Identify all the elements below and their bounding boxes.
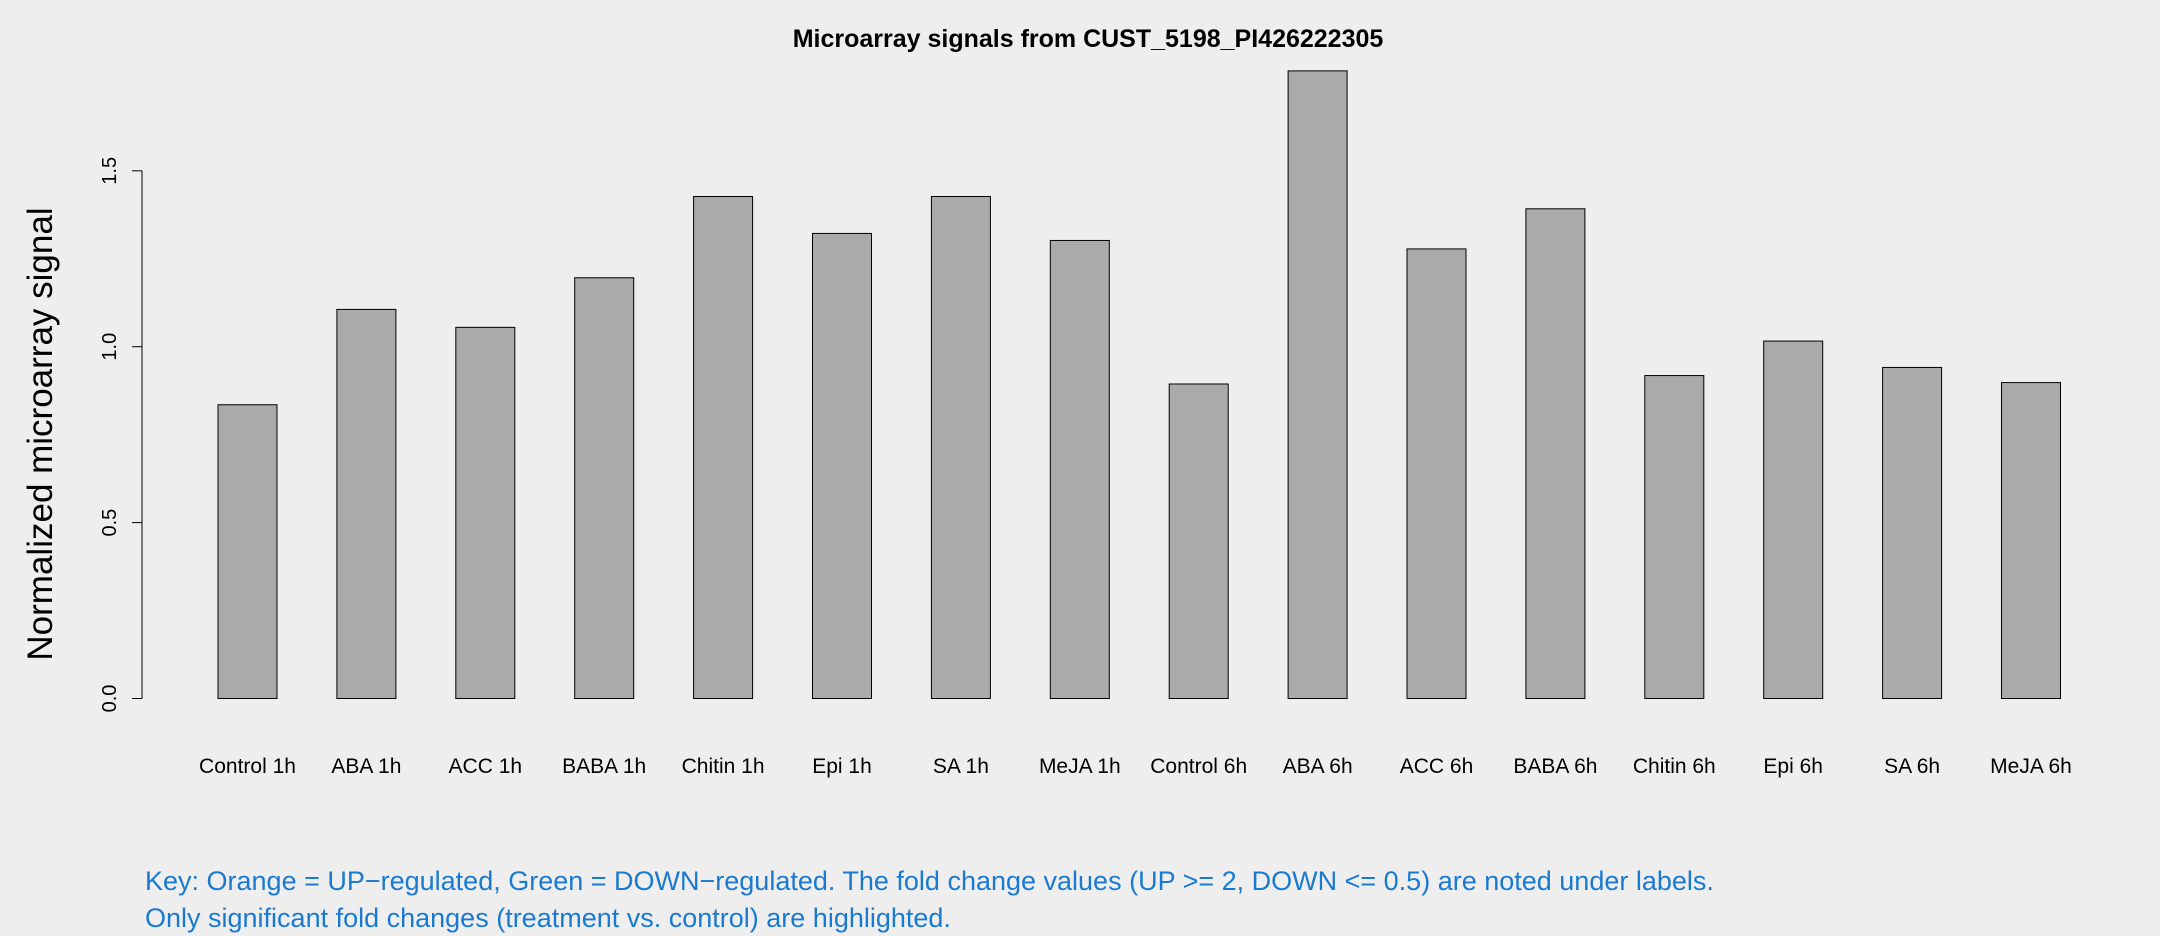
x-tick-labels: Control 1h ABA 1h ACC 1h BABA 1h Chitin 1h Ep…: [199, 755, 2072, 778]
y-tick-label: 0.5: [99, 509, 121, 537]
x-tick-label: Chitin 1h: [682, 755, 765, 778]
y-tick-label: 0.0: [99, 685, 121, 713]
x-tick-label: ACC 1h: [449, 755, 523, 778]
x-tick-label: ABA 6h: [1283, 755, 1353, 778]
bar: [1287, 70, 1348, 700]
chart-title: Microarray signals from CUST_5198_PI4262…: [793, 25, 1384, 53]
bar: [1882, 366, 1943, 699]
key-line-1: Key: Orange = UP−regulated, Green = DOWN…: [145, 866, 1714, 896]
bar: [1406, 248, 1467, 699]
bar: [455, 326, 516, 699]
x-tick-label: BABA 1h: [562, 755, 646, 778]
y-tick-label: 1.5: [99, 157, 121, 185]
bar: [812, 232, 872, 699]
bar: [217, 404, 278, 699]
x-tick-label: Control 1h: [199, 755, 296, 778]
bars: [217, 70, 2061, 700]
bar: [1049, 239, 1110, 700]
y-axis-label: Normalized microarray signal: [21, 207, 60, 660]
x-tick-label: Control 6h: [1150, 755, 1247, 778]
bar: [1763, 340, 1824, 699]
bar: [1525, 208, 1586, 699]
x-tick-label: MeJA 1h: [1039, 755, 1121, 778]
x-tick-label: Epi 6h: [1763, 755, 1823, 778]
key-line-2: Only significant fold changes (treatment…: [145, 903, 951, 933]
bar: [1168, 383, 1229, 699]
x-tick-label: ABA 1h: [331, 755, 401, 778]
x-tick-label: SA 1h: [933, 755, 989, 778]
bar: [336, 308, 397, 699]
x-tick-label: MeJA 6h: [1990, 755, 2072, 778]
bar: [574, 277, 635, 699]
x-tick-label: ACC 6h: [1400, 755, 1474, 778]
bar: [1644, 375, 1705, 699]
x-tick-label: SA 6h: [1884, 755, 1940, 778]
x-tick-label: BABA 6h: [1513, 755, 1597, 778]
x-tick-label: Epi 1h: [812, 755, 872, 778]
y-tick-label: 1.0: [99, 333, 121, 361]
bar: [2001, 382, 2061, 699]
bar: [930, 195, 991, 699]
bar: [693, 195, 754, 699]
x-tick-label: Chitin 6h: [1633, 755, 1716, 778]
y-axis: 0.0 0.5 1.0 1.5: [99, 157, 143, 713]
